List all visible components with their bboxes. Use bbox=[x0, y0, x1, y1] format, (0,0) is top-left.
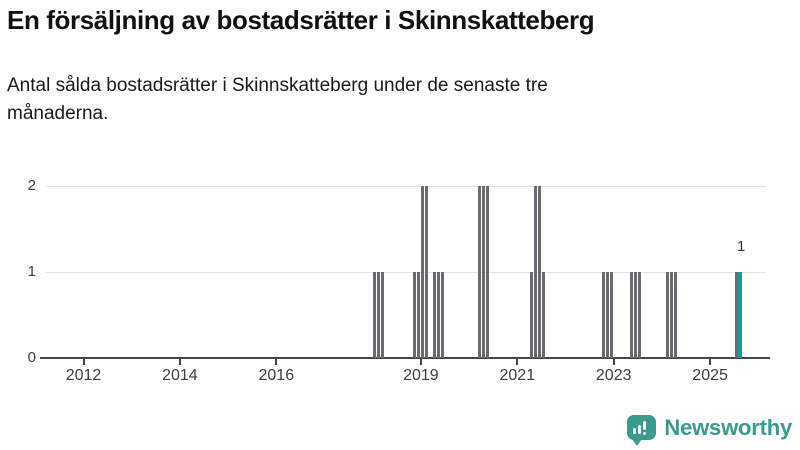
bar bbox=[610, 271, 614, 358]
x-axis-tick bbox=[82, 358, 85, 365]
x-axis-tick-label: 2016 bbox=[258, 367, 295, 384]
x-axis-tick bbox=[709, 358, 712, 365]
bar bbox=[674, 271, 678, 358]
bar bbox=[437, 271, 441, 358]
bar bbox=[413, 271, 417, 358]
bar bbox=[481, 185, 485, 358]
bar bbox=[670, 271, 674, 358]
bar bbox=[425, 185, 429, 358]
x-axis-tick-label: 2025 bbox=[692, 367, 728, 384]
bar bbox=[373, 271, 377, 358]
x-axis-tick bbox=[516, 358, 519, 365]
bar bbox=[602, 271, 606, 358]
page-title: En försäljning av bostadsrätter i Skinns… bbox=[7, 5, 595, 35]
bar bbox=[377, 271, 381, 358]
y-gridline bbox=[45, 271, 766, 273]
logo-glyph-bar2 bbox=[638, 424, 642, 434]
bar bbox=[485, 185, 489, 358]
x-axis-tick-label: 2014 bbox=[162, 367, 198, 384]
bar bbox=[634, 271, 638, 358]
brand-name: Newsworthy bbox=[664, 415, 792, 440]
bar bbox=[417, 271, 421, 358]
bar bbox=[606, 271, 610, 358]
bar bbox=[537, 185, 541, 358]
x-axis-tick bbox=[178, 358, 181, 365]
bar bbox=[541, 271, 545, 358]
bar-chart-exclamation-icon bbox=[627, 414, 657, 446]
x-axis-tick bbox=[275, 358, 278, 365]
logo-glyph-bar1 bbox=[633, 427, 637, 434]
bar bbox=[666, 271, 670, 358]
x-axis-tick-label: 2021 bbox=[499, 367, 536, 384]
logo-glyph-exclaim-stem bbox=[643, 420, 647, 430]
y-axis-tick-label: 0 bbox=[27, 348, 36, 366]
bar bbox=[638, 271, 642, 358]
bar bbox=[421, 185, 425, 358]
newsworthy-logo: Newsworthy bbox=[627, 408, 792, 448]
logo-glyph-exclaim-dot bbox=[643, 431, 647, 435]
bar bbox=[529, 271, 533, 358]
chart-subtitle: Antal sålda bostadsrätter i Skinnskatteb… bbox=[7, 75, 548, 124]
latest-value-label: 1 bbox=[737, 238, 746, 255]
x-axis-tick-label: 2019 bbox=[403, 367, 439, 384]
bar bbox=[630, 271, 634, 358]
y-axis-tick-label: 1 bbox=[27, 262, 36, 280]
bar bbox=[734, 271, 738, 358]
x-axis-tick-label: 2023 bbox=[595, 367, 632, 384]
y-gridline bbox=[45, 185, 766, 187]
bar bbox=[441, 271, 445, 358]
bar bbox=[477, 185, 481, 358]
bar bbox=[533, 185, 537, 358]
y-axis-tick-label: 2 bbox=[27, 176, 36, 194]
x-axis-line bbox=[40, 356, 770, 359]
bar-highlight-latest bbox=[737, 271, 743, 358]
x-axis-tick-label: 2012 bbox=[65, 367, 102, 384]
x-axis-tick bbox=[419, 358, 422, 365]
logo-bubble-shape bbox=[627, 414, 657, 440]
bar bbox=[381, 271, 385, 358]
x-axis-tick bbox=[612, 358, 615, 365]
bar bbox=[433, 271, 437, 358]
logo-bubble-tail bbox=[632, 438, 643, 446]
